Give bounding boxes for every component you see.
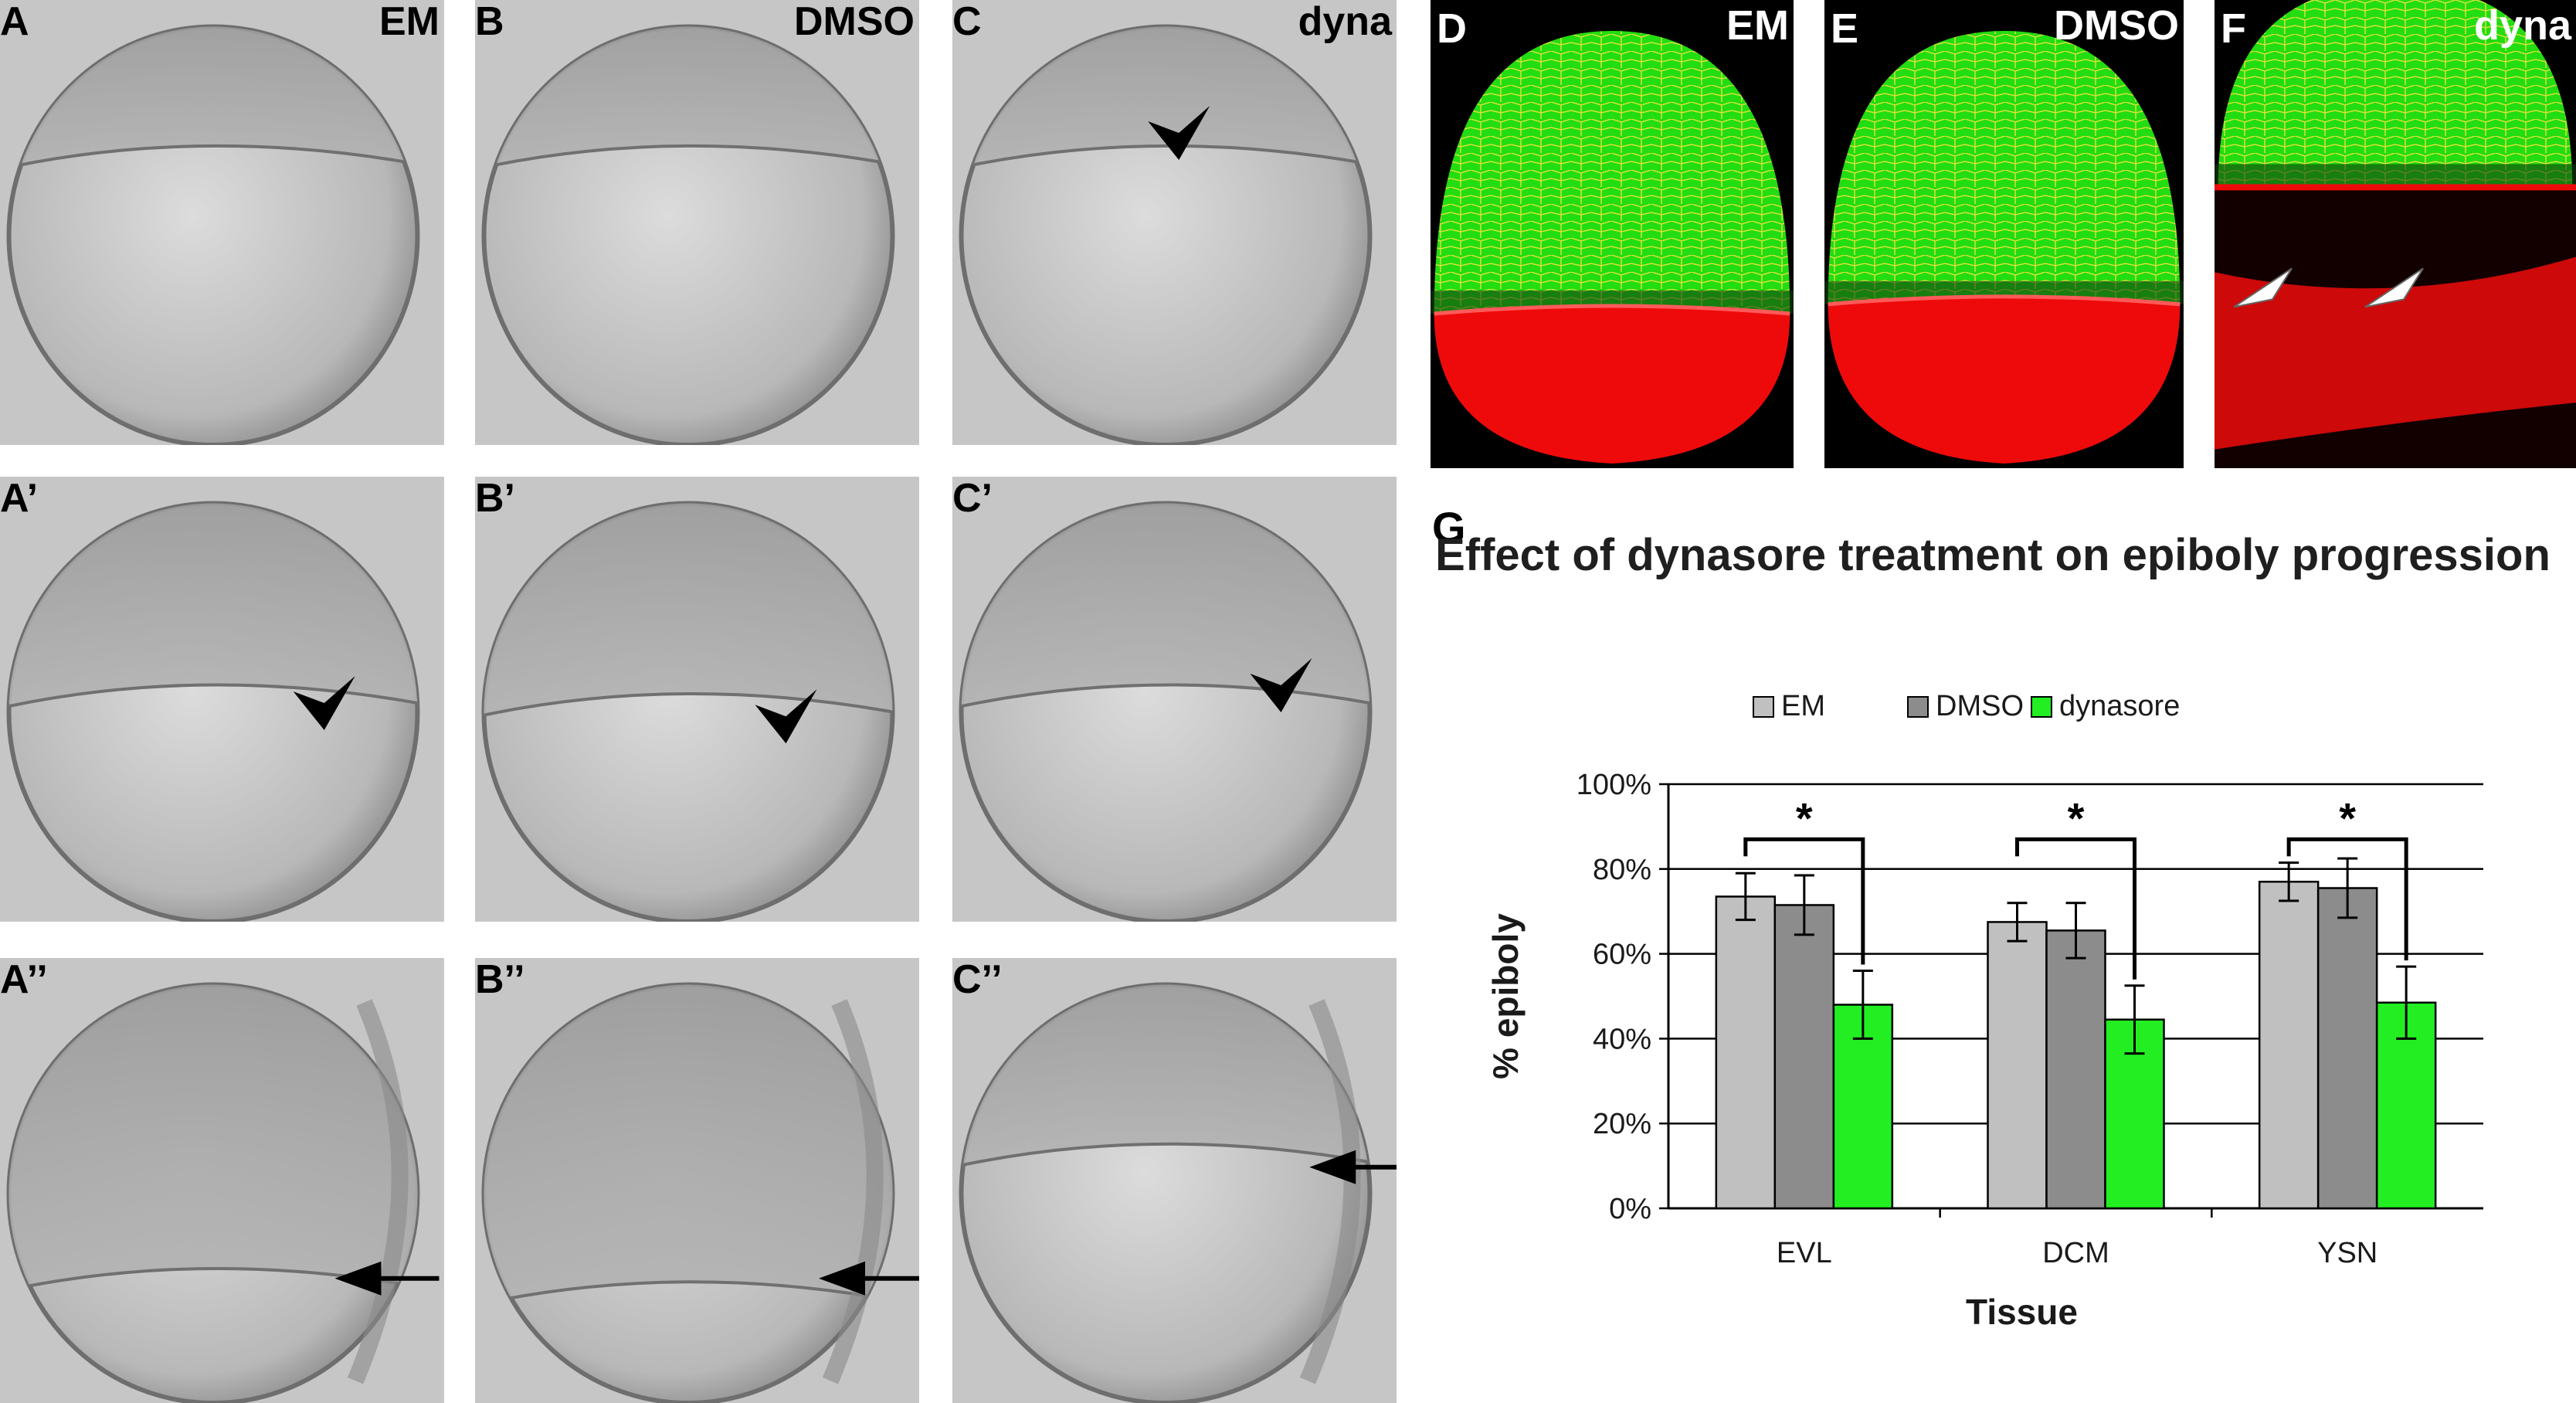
condition-label: dyna: [1298, 0, 1392, 44]
embryo-image: [0, 0, 444, 445]
svg-text:dynasore: dynasore: [2059, 690, 2180, 722]
arrowhead-marker: [755, 689, 817, 744]
arrowhead-marker: [2233, 267, 2293, 308]
bar-em-ysn: [2258, 881, 2320, 1210]
panel-label: C’: [952, 477, 993, 521]
condition-label: EM: [1726, 2, 1789, 49]
error-bar: [2065, 902, 2086, 960]
error-bar: [2279, 861, 2299, 902]
significance-star: *: [1796, 793, 1813, 842]
y-tick-label: 40%: [1593, 1023, 1651, 1055]
y-tick-label: 100%: [1576, 769, 1651, 801]
svg-text:EM: EM: [1781, 690, 1825, 722]
legend-item-em: EM: [1753, 690, 1825, 722]
panel-label: A’: [0, 477, 39, 521]
y-tick-label: 0%: [1609, 1193, 1651, 1225]
y-tick-label: 80%: [1593, 854, 1651, 886]
dic-panel-b2: B’’: [475, 958, 919, 1403]
significance-bracket: [2015, 837, 2136, 980]
dic-panel-a1: A’: [0, 477, 444, 922]
confocal-panel-e: E DMSO: [1824, 0, 2184, 468]
chart-title: Effect of dynasore treatment on epiboly …: [1435, 530, 2551, 580]
panel-label: F: [2221, 5, 2246, 52]
significance-bracket: [1743, 837, 1865, 965]
y-tick-label: 20%: [1593, 1108, 1651, 1140]
dic-panel-c1: C’: [952, 477, 1397, 922]
confocal-image: [1431, 0, 1794, 468]
arrow-marker: [334, 1261, 440, 1296]
x-axis-label: Tissue: [1966, 1292, 2078, 1332]
panel-label: C: [952, 0, 982, 44]
error-bar: [2337, 857, 2358, 919]
dic-panel-b1: B’: [475, 477, 919, 922]
arrowhead-marker: [1148, 106, 1210, 161]
bar-dmso-ysn: [2316, 887, 2378, 1210]
dic-panel-c2: C’’: [952, 958, 1397, 1403]
panel-label: A: [0, 0, 29, 44]
arrow-marker: [819, 1261, 919, 1296]
embryo-image: [475, 958, 919, 1403]
confocal-image: [1824, 0, 2184, 468]
arrowhead-marker: [2364, 267, 2424, 308]
panel-label: B’: [475, 477, 515, 521]
panel-label: B: [475, 0, 504, 44]
error-bar: [2007, 902, 2028, 943]
panel-label: A’’: [0, 958, 48, 1002]
error-bar: [1852, 970, 1873, 1040]
significance-star: *: [2339, 793, 2356, 842]
condition-label: DMSO: [794, 0, 915, 44]
legend-item-dmso: DMSO: [1907, 690, 2024, 722]
dic-panel-a: A EM: [0, 0, 444, 445]
significance-bracket: [2286, 837, 2408, 961]
error-bar: [1735, 871, 1756, 922]
bar-em-evl: [1715, 895, 1777, 1210]
error-bar: [2124, 984, 2145, 1055]
y-tick-label: 60%: [1593, 939, 1651, 971]
bar-dmso-evl: [1773, 904, 1835, 1210]
panel-label: E: [1831, 5, 1859, 52]
error-bar: [1794, 874, 1814, 936]
panel-label: D: [1437, 5, 1467, 52]
svg-text:DMSO: DMSO: [1936, 690, 2024, 722]
bar-dmso-dcm: [2045, 929, 2106, 1210]
bar-em-dcm: [1987, 921, 2048, 1210]
embryo-image: [952, 477, 1397, 922]
x-tick-label: DCM: [2042, 1237, 2109, 1269]
bar-chart: 0% 20% 40% 60% 80% 100% * EVL * DCM * YSN Tissue % ep…: [1485, 690, 2483, 1332]
error-bar: [2396, 965, 2417, 1040]
dic-panel-a2: A’’: [0, 958, 444, 1403]
embryo-image: [0, 477, 444, 922]
embryo-image: [475, 0, 919, 445]
x-tick-label: EVL: [1777, 1237, 1832, 1269]
significance-star: *: [2068, 793, 2085, 842]
x-tick-label: YSN: [2317, 1237, 2377, 1269]
condition-label: DMSO: [2054, 2, 2179, 49]
confocal-panel-d: D EM: [1431, 0, 1794, 468]
panel-label: B’’: [475, 958, 525, 1002]
arrow-marker: [1309, 1150, 1397, 1184]
condition-label: EM: [379, 0, 440, 44]
chart-panel: G Effect of dynasore treatment on epibol…: [1414, 479, 2576, 1403]
arrowhead-marker: [293, 676, 355, 730]
embryo-image: [952, 0, 1397, 445]
condition-label: dyna: [2473, 2, 2571, 49]
embryo-image: [475, 477, 919, 922]
embryo-image: [0, 958, 444, 1403]
legend-item-dynasore: dynasore: [2031, 690, 2180, 722]
confocal-image: [2215, 0, 2576, 468]
panel-label: C’’: [952, 958, 1003, 1002]
panel-label-g: G: [1432, 503, 1466, 552]
y-axis-label: % epiboly: [1485, 913, 1526, 1079]
embryo-image: [952, 958, 1397, 1403]
dic-panel-b: B DMSO: [475, 0, 919, 445]
